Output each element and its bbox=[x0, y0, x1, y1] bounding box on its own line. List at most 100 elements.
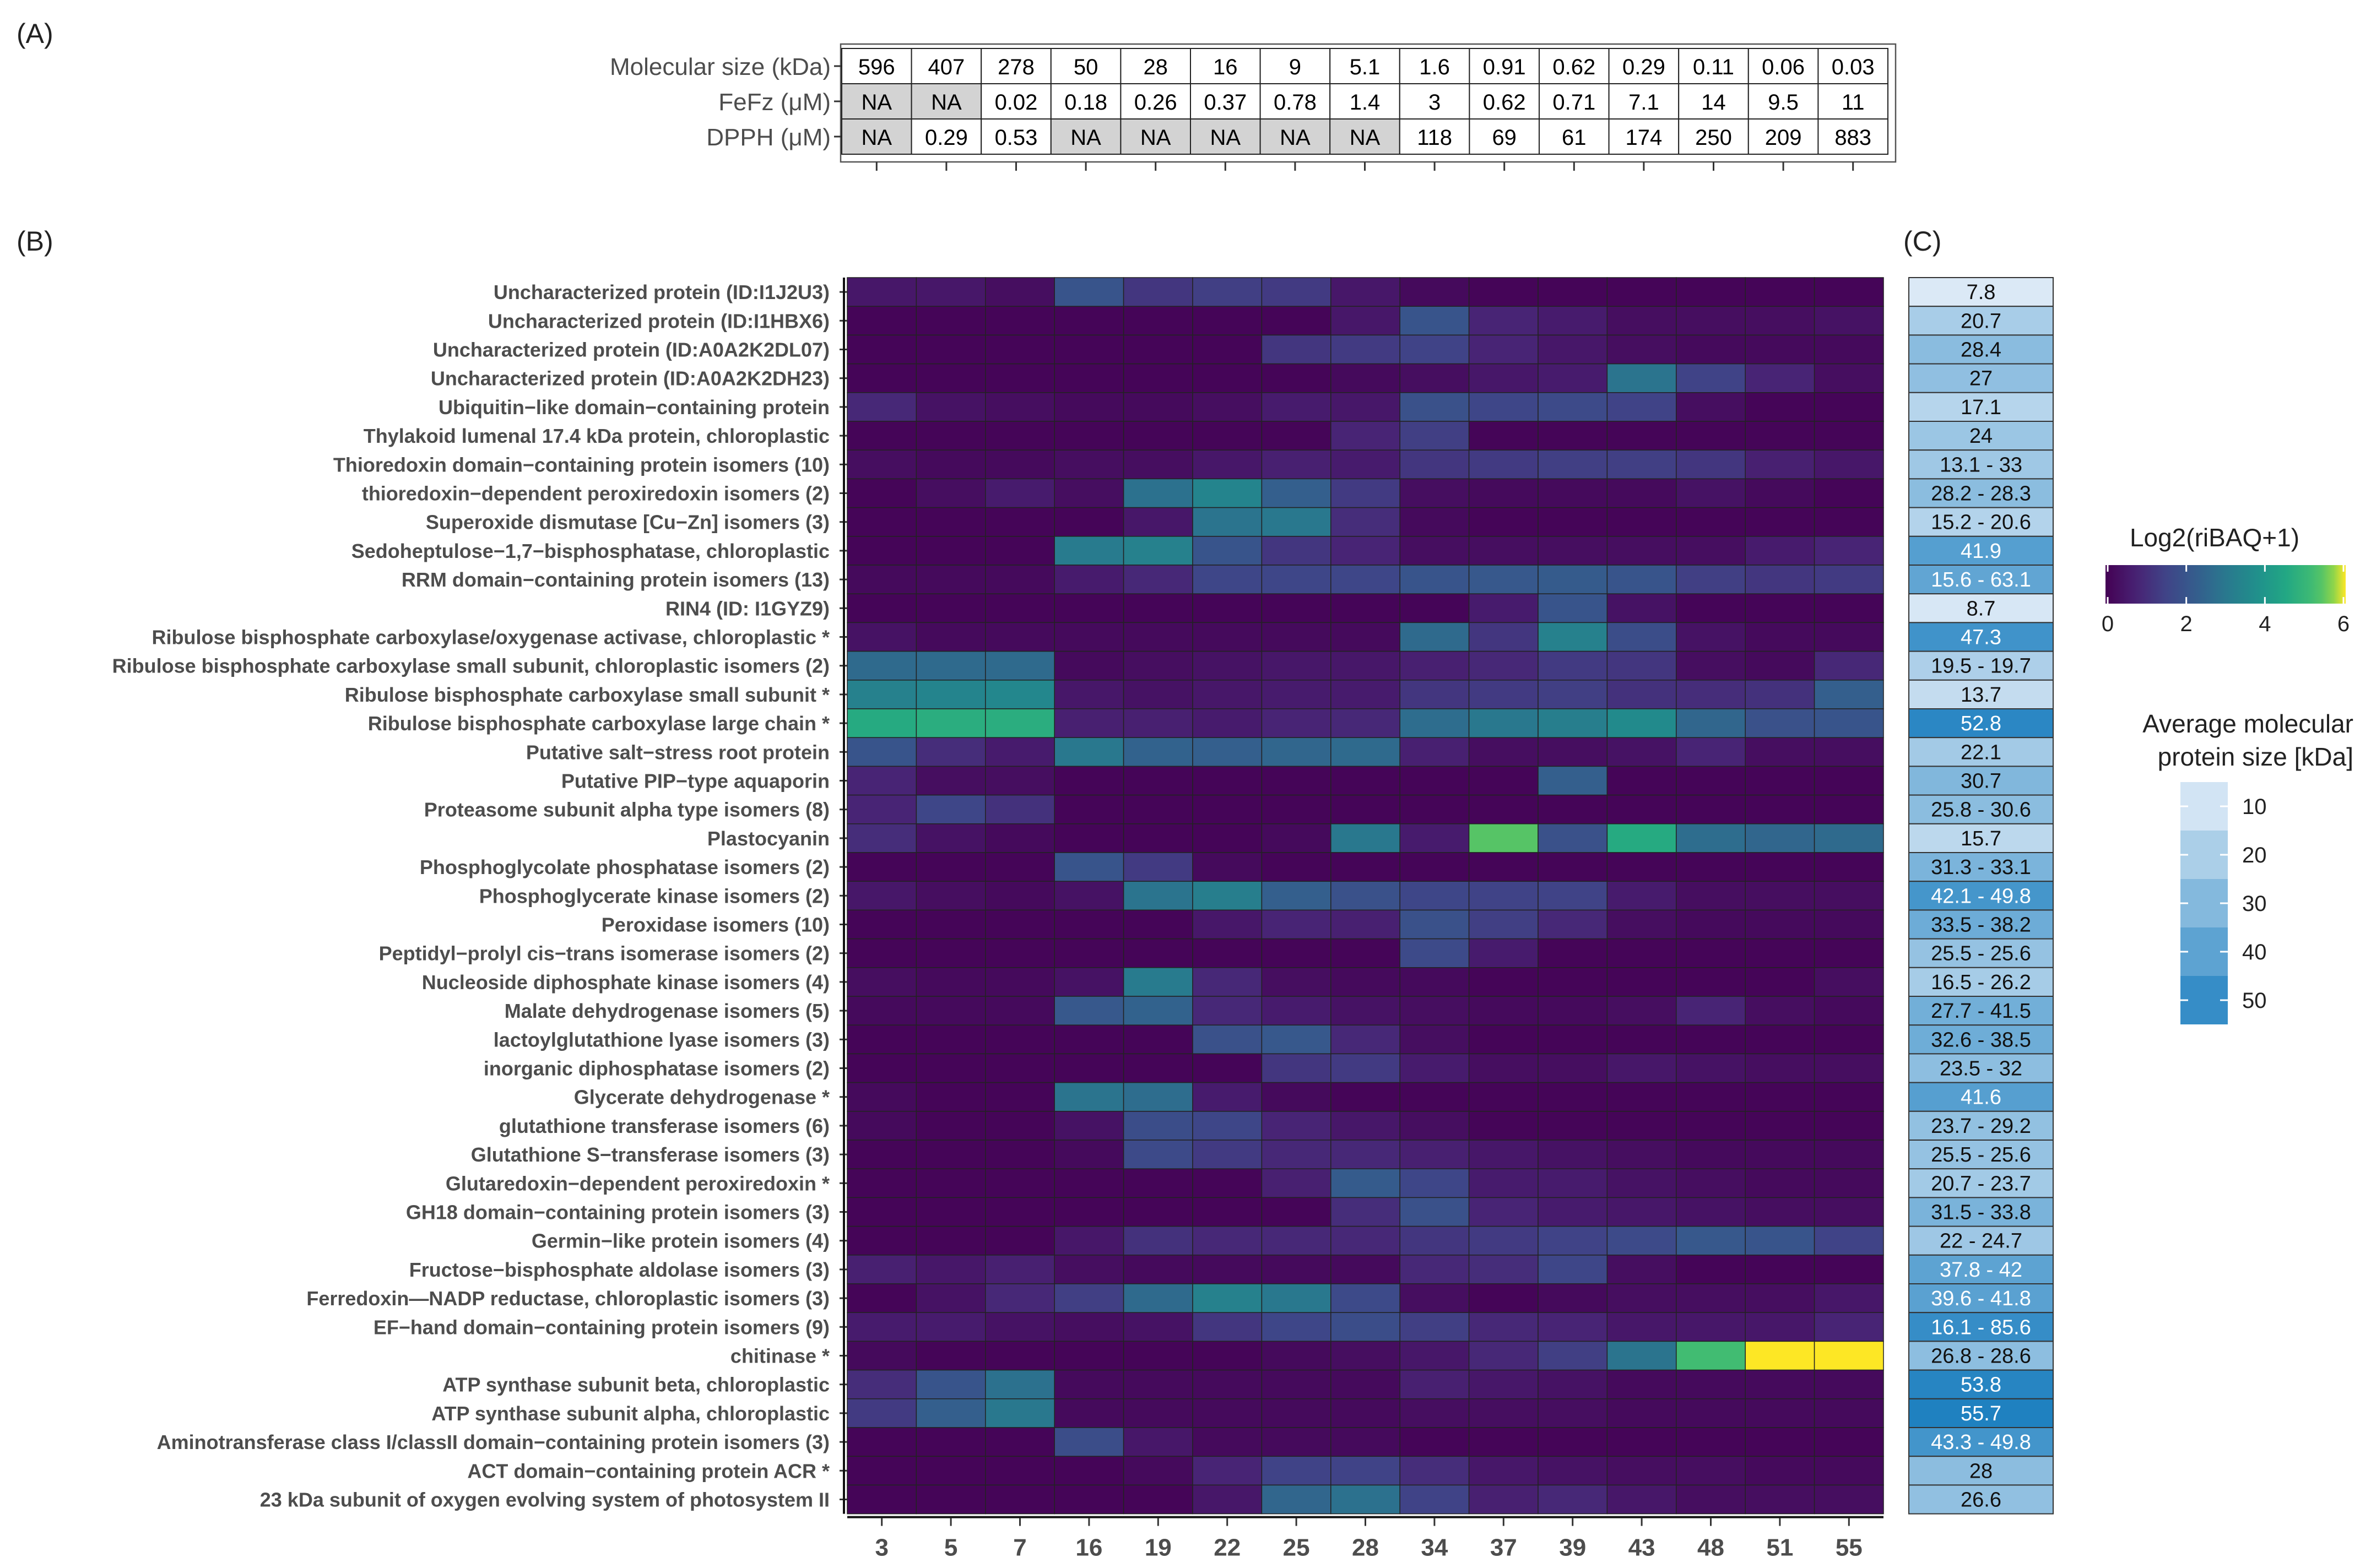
heatmap-cell bbox=[916, 1168, 986, 1198]
heatmap-cell bbox=[1123, 1053, 1193, 1083]
heatmap-cell bbox=[1745, 1484, 1815, 1515]
size-cell-label: 41.6 bbox=[1961, 1086, 2001, 1109]
heatmap-cell bbox=[1123, 1111, 1193, 1141]
heatmap-cell bbox=[1468, 536, 1539, 566]
heatmap-cell bbox=[916, 565, 986, 594]
heatmap-cell bbox=[847, 852, 917, 882]
heatmap-cell bbox=[1123, 708, 1193, 738]
heatmap-cell bbox=[1538, 737, 1608, 767]
heatmap-cell bbox=[985, 996, 1055, 1026]
heatmap-cell bbox=[1676, 881, 1746, 911]
heatmap-cell bbox=[1468, 852, 1539, 882]
size-legend-label: 30 bbox=[2242, 892, 2267, 916]
heatmap-cell bbox=[1054, 909, 1124, 940]
heatmap-cell bbox=[1261, 1197, 1331, 1227]
heatmap-row-label: Fructose−bisphosphate aldolase isomers (… bbox=[409, 1258, 830, 1281]
heatmap-cell bbox=[847, 1140, 917, 1169]
heatmap-cell bbox=[1330, 334, 1400, 365]
heatmap-cell bbox=[1123, 996, 1193, 1026]
heatmap-cell bbox=[916, 1341, 986, 1371]
colorbar-tick-label: 4 bbox=[2259, 612, 2271, 636]
heatmap-cell bbox=[1123, 392, 1193, 422]
heatmap-cell bbox=[1745, 334, 1815, 365]
heatmap-cell bbox=[847, 737, 917, 767]
size-cell bbox=[1908, 679, 2054, 710]
heatmap-cell bbox=[985, 334, 1055, 365]
table-cell-value: 0.06 bbox=[1762, 55, 1805, 79]
heatmap-cell bbox=[1054, 823, 1124, 853]
heatmap-cell bbox=[847, 1225, 917, 1256]
heatmap-cell bbox=[1330, 277, 1400, 307]
heatmap-cell bbox=[1745, 737, 1815, 767]
table-row-label: Molecular size (kDa) bbox=[610, 53, 831, 80]
heatmap-cell bbox=[1399, 650, 1470, 681]
heatmap-col-label: 25 bbox=[1283, 1534, 1310, 1561]
heatmap-cell bbox=[1330, 823, 1400, 853]
size-cell bbox=[1908, 1140, 2054, 1170]
heatmap-cell bbox=[1468, 1312, 1539, 1342]
heatmap-cell bbox=[847, 650, 917, 681]
size-cell-label: 28.2 - 28.3 bbox=[1931, 482, 2031, 506]
heatmap-cell bbox=[1468, 680, 1539, 709]
heatmap-cell bbox=[1261, 680, 1331, 709]
heatmap-cell bbox=[1538, 1484, 1608, 1515]
heatmap-cell bbox=[1192, 1341, 1263, 1371]
table-cell bbox=[841, 48, 912, 84]
heatmap-cell bbox=[1606, 881, 1677, 911]
table-cell-value: 1.6 bbox=[1419, 55, 1450, 79]
table-cell bbox=[1329, 118, 1400, 155]
heatmap-cell bbox=[1399, 1456, 1470, 1486]
table-cell-value: 5.1 bbox=[1350, 55, 1381, 79]
heatmap-cell bbox=[916, 852, 986, 882]
heatmap-cell bbox=[985, 306, 1055, 336]
heatmap-cell bbox=[847, 1197, 917, 1227]
heatmap-cell bbox=[916, 938, 986, 968]
heatmap-cell bbox=[1054, 1398, 1124, 1428]
heatmap-cell bbox=[1054, 996, 1124, 1026]
heatmap-cell bbox=[1399, 392, 1470, 422]
heatmap-cell bbox=[847, 766, 917, 796]
heatmap-cell bbox=[1123, 1082, 1193, 1112]
heatmap-cell bbox=[1123, 766, 1193, 796]
heatmap-cell bbox=[1054, 1024, 1124, 1055]
heatmap-cell bbox=[1814, 363, 1884, 393]
heatmap-cell bbox=[1399, 1197, 1470, 1227]
size-cell-label: 31.3 - 33.1 bbox=[1931, 856, 2031, 879]
heatmap-cell bbox=[916, 392, 986, 422]
heatmap-row-label: Proteasome subunit alpha type isomers (8… bbox=[424, 799, 830, 821]
heatmap-cell bbox=[985, 967, 1055, 997]
table-cell bbox=[1050, 118, 1122, 155]
heatmap-cell bbox=[1468, 1024, 1539, 1055]
heatmap-cell bbox=[847, 306, 917, 336]
heatmap-cell bbox=[1054, 680, 1124, 709]
heatmap-cell bbox=[1676, 1312, 1746, 1342]
heatmap-cell bbox=[1123, 680, 1193, 709]
size-legend-swatch bbox=[2180, 879, 2228, 927]
heatmap-cell bbox=[1330, 1369, 1400, 1399]
heatmap-cell bbox=[1745, 938, 1815, 968]
heatmap-cell bbox=[1745, 967, 1815, 997]
heatmap-cell bbox=[916, 593, 986, 623]
size-cell-label: 28.4 bbox=[1961, 339, 2001, 362]
size-legend-label: 10 bbox=[2242, 795, 2267, 819]
table-cell-value: NA bbox=[931, 90, 962, 115]
heatmap-cell bbox=[1606, 1341, 1677, 1371]
heatmap-cell bbox=[1054, 1111, 1124, 1141]
table-cell-value: 0.91 bbox=[1483, 55, 1526, 79]
size-cell-label: 47.3 bbox=[1961, 626, 2001, 649]
heatmap-cell bbox=[847, 1168, 917, 1198]
heatmap-cell bbox=[1399, 593, 1470, 623]
heatmap-cell bbox=[1330, 363, 1400, 393]
table-cell bbox=[1120, 83, 1192, 120]
size-cell-label: 39.6 - 41.8 bbox=[1931, 1287, 2031, 1310]
heatmap-cell bbox=[985, 363, 1055, 393]
heatmap-cell bbox=[1538, 306, 1608, 336]
heatmap-cell bbox=[1330, 996, 1400, 1026]
heatmap-cell bbox=[1261, 536, 1331, 566]
heatmap-cell bbox=[1468, 938, 1539, 968]
heatmap-cell bbox=[1468, 794, 1539, 824]
heatmap-cell bbox=[1123, 1140, 1193, 1169]
heatmap-cell bbox=[1468, 909, 1539, 940]
heatmap-cell bbox=[1261, 1427, 1331, 1457]
heatmap-cell bbox=[1330, 449, 1400, 480]
